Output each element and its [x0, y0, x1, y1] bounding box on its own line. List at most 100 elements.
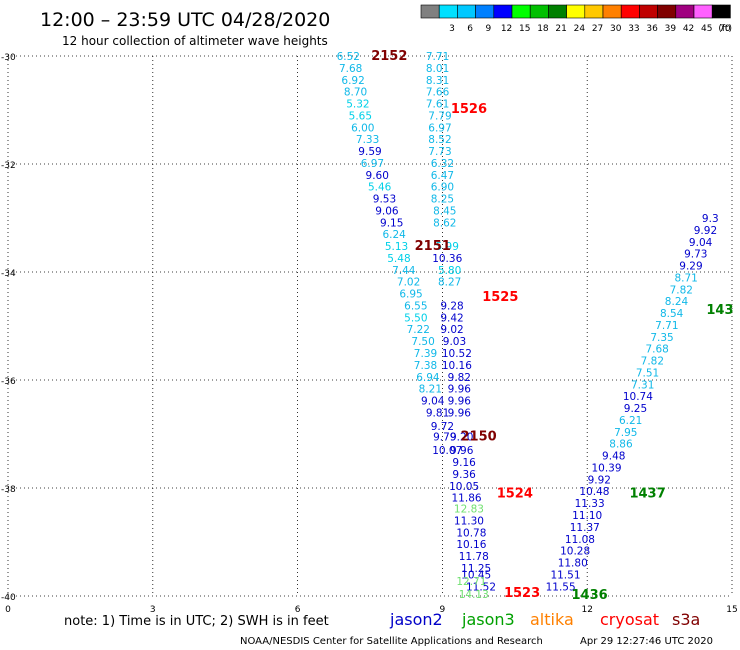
pass-time-label: 1436: [572, 588, 608, 603]
data-point-label: 14.13: [459, 589, 489, 601]
pass-time-label: 2150: [461, 430, 497, 445]
color-swatch: [602, 4, 622, 19]
pass-labels: 2152 1526 2151 1525 2150 1524 1523 1436 1437 143: [371, 49, 733, 603]
data-point-label: 9.3: [702, 213, 719, 225]
y-tick-label: -38: [1, 485, 16, 495]
data-point-label: 9.02: [440, 324, 463, 336]
pass-time-label: 1523: [504, 586, 540, 601]
data-point-label: 10.48: [579, 486, 609, 498]
legend-jason2: jason2: [389, 610, 443, 629]
data-point-label: 7.51: [636, 367, 659, 379]
data-point-label: 5.80: [438, 265, 461, 277]
data-point-label: 7.35: [650, 332, 673, 344]
y-tick-label: -30: [1, 53, 16, 63]
data-point-label: 9.04: [421, 396, 445, 408]
legend-s3a: s3a: [672, 610, 700, 629]
data-point-label: 11.25: [461, 563, 491, 575]
data-point-label: 9.25: [624, 403, 647, 415]
data-point-label: 12.71: [456, 576, 486, 588]
data-point-label: 6.90: [431, 182, 454, 194]
data-point-label: 10.52: [442, 348, 472, 360]
color-scale: 3 6 9 12 15 18 21 24 27 30 33 36 39 42 45 70(ft): [420, 4, 732, 34]
color-scale-label: 3: [449, 24, 455, 34]
data-marks: 6.527.686.928.705.325.656.007.339.596.97…: [337, 51, 719, 601]
data-point-label: 7.61: [426, 99, 449, 111]
data-point-label: 11.37: [570, 522, 600, 534]
data-point-label: 7.33: [356, 134, 379, 146]
pass-time-label: 2152: [371, 49, 407, 64]
data-point-label: 11.10: [572, 510, 602, 522]
data-point-label: 10.16: [456, 539, 486, 551]
data-point-label: 6.92: [341, 75, 364, 87]
color-scale-label: 42: [683, 24, 694, 34]
data-point-label: 8.25: [431, 194, 454, 206]
data-point-label: 5.65: [349, 110, 372, 122]
data-point-label: 9.96: [450, 445, 474, 457]
pass-time-label: 1524: [497, 486, 533, 501]
data-point-label: 6.52: [337, 51, 360, 63]
color-swatch: [475, 4, 495, 19]
color-swatch: [693, 4, 713, 19]
data-point-label: 7.68: [339, 63, 362, 75]
data-point-label: 6.24: [382, 229, 406, 241]
data-point-label: 9.29: [679, 261, 702, 273]
data-point-label: 5.50: [404, 312, 427, 324]
axis-ticks: 0 3 6 9 12 15 -30 -32 -34 -36 -38 -40: [1, 53, 738, 615]
data-point-label: 11.78: [459, 551, 489, 563]
y-tick-label: -34: [1, 269, 16, 279]
data-point-label: 5.46: [368, 182, 392, 194]
color-scale-label: 27: [592, 24, 603, 34]
data-point-label: 9.16: [452, 457, 476, 469]
color-swatch: [511, 4, 531, 19]
data-point-label: 7.71: [655, 320, 678, 332]
data-point-label: 6.55: [404, 300, 427, 312]
color-scale-label: 39: [665, 24, 677, 34]
data-point-label: 7.31: [631, 379, 654, 391]
color-scale-label: 6: [467, 24, 473, 34]
color-swatch: [457, 4, 476, 19]
x-tick-label: 12: [581, 605, 592, 615]
data-point-label: 6.97: [361, 158, 384, 170]
color-scale-label: 12: [501, 24, 512, 34]
y-tick-label: -32: [1, 161, 16, 171]
color-swatch: [584, 4, 604, 19]
color-swatch: [711, 4, 731, 19]
data-point-label: 7.68: [645, 344, 668, 356]
data-point-label: 9.03: [443, 336, 466, 348]
data-point-label: 11.33: [575, 498, 605, 510]
data-point-label: 9.72: [431, 421, 454, 433]
data-point-label: 7.39: [414, 348, 437, 360]
data-point-label: 10.07: [432, 445, 462, 457]
color-scale-label: 30: [610, 24, 622, 34]
color-swatch: [548, 4, 567, 19]
y-tick-label: -36: [1, 377, 16, 387]
x-tick-label: 3: [150, 605, 156, 615]
color-scale-label: 45: [701, 24, 712, 34]
data-point-label: 5.99: [436, 241, 459, 253]
data-point-label: 11.51: [550, 569, 580, 581]
data-point-label: 6.32: [431, 158, 454, 170]
color-swatch: [438, 4, 458, 19]
color-swatch: [493, 4, 513, 19]
data-point-label: 7.73: [428, 146, 451, 158]
data-point-label: 6.94: [416, 372, 440, 384]
data-point-label: 11.55: [546, 581, 576, 593]
data-point-label: 9.60: [366, 170, 389, 182]
data-point-label: 7.50: [411, 336, 434, 348]
data-point-label: 9.53: [373, 194, 396, 206]
x-tick-label: 9: [440, 605, 446, 615]
data-point-label: 9.06: [375, 205, 399, 217]
x-tick-label: 0: [5, 605, 11, 615]
pass-time-label: 1526: [451, 102, 487, 117]
legend-cryosat: cryosat: [600, 610, 659, 629]
data-point-label: 9.42: [440, 312, 463, 324]
data-point-label: 9.20: [450, 432, 473, 444]
color-scale-unit: (ft): [718, 24, 732, 34]
y-tick-label: -40: [1, 593, 16, 603]
legend-jason3: jason3: [461, 610, 515, 629]
data-point-label: 7.44: [392, 265, 416, 277]
data-point-label: 10.36: [432, 253, 462, 265]
data-point-label: 8.27: [438, 277, 461, 289]
data-point-label: 10.05: [449, 481, 479, 493]
data-point-label: 9.96: [448, 396, 472, 408]
